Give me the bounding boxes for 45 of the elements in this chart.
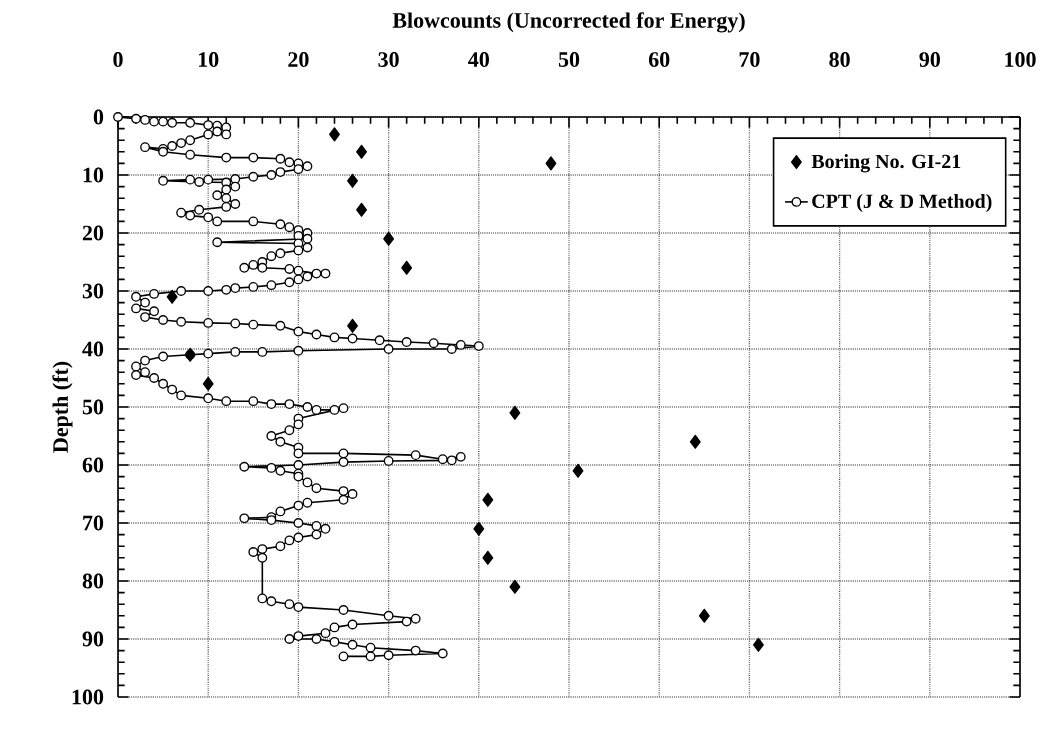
x-tick-label: 50 (558, 52, 580, 67)
x-tick-label: 70 (739, 52, 760, 67)
point (202, 376, 214, 391)
y-tick-label: 80 (82, 573, 104, 589)
point (329, 127, 340, 142)
y-axis-title: Depth (ft) (52, 361, 73, 453)
x-tick-label: 100 (1005, 52, 1036, 67)
y-tick-label: 40 (82, 341, 104, 357)
y-tick-label: 60 (82, 457, 104, 473)
point (356, 144, 368, 159)
legend-label: Boring No. GI-21 (811, 154, 961, 173)
y-tick-label: 10 (83, 167, 104, 183)
point (347, 318, 358, 333)
point (401, 260, 413, 275)
point (752, 637, 764, 652)
x-tick-label: 10 (198, 52, 219, 67)
point (347, 173, 358, 188)
x-tick-label: 90 (919, 52, 940, 67)
point (356, 202, 368, 217)
x-tick-label: 30 (378, 52, 399, 67)
x-tick-label: 20 (288, 52, 309, 67)
y-tick-label: 20 (82, 225, 104, 241)
y-tick-label: 90 (82, 631, 104, 647)
point (509, 405, 521, 420)
x-tick-label: 0 (113, 52, 123, 67)
y-tick-label: 70 (83, 515, 104, 531)
x-axis-title: Blowcounts (Uncorrected for Energy) (392, 12, 745, 33)
point (473, 521, 485, 536)
point (545, 156, 557, 171)
point (698, 608, 710, 623)
y-tick-label: 100 (72, 689, 104, 705)
point (509, 579, 521, 594)
x-tick-label: 80 (829, 52, 850, 67)
point (482, 492, 494, 507)
point (383, 231, 395, 246)
point (166, 289, 178, 304)
x-tick-label: 40 (468, 52, 489, 67)
y-tick-label: 30 (82, 283, 104, 299)
point (689, 434, 701, 449)
point (482, 550, 494, 565)
legend-label: CPT (J & D Method) (812, 193, 992, 213)
x-tick-label: 60 (648, 52, 670, 67)
point (572, 463, 584, 478)
y-tick-label: 0 (93, 109, 104, 125)
y-tick-label: 50 (82, 399, 104, 415)
